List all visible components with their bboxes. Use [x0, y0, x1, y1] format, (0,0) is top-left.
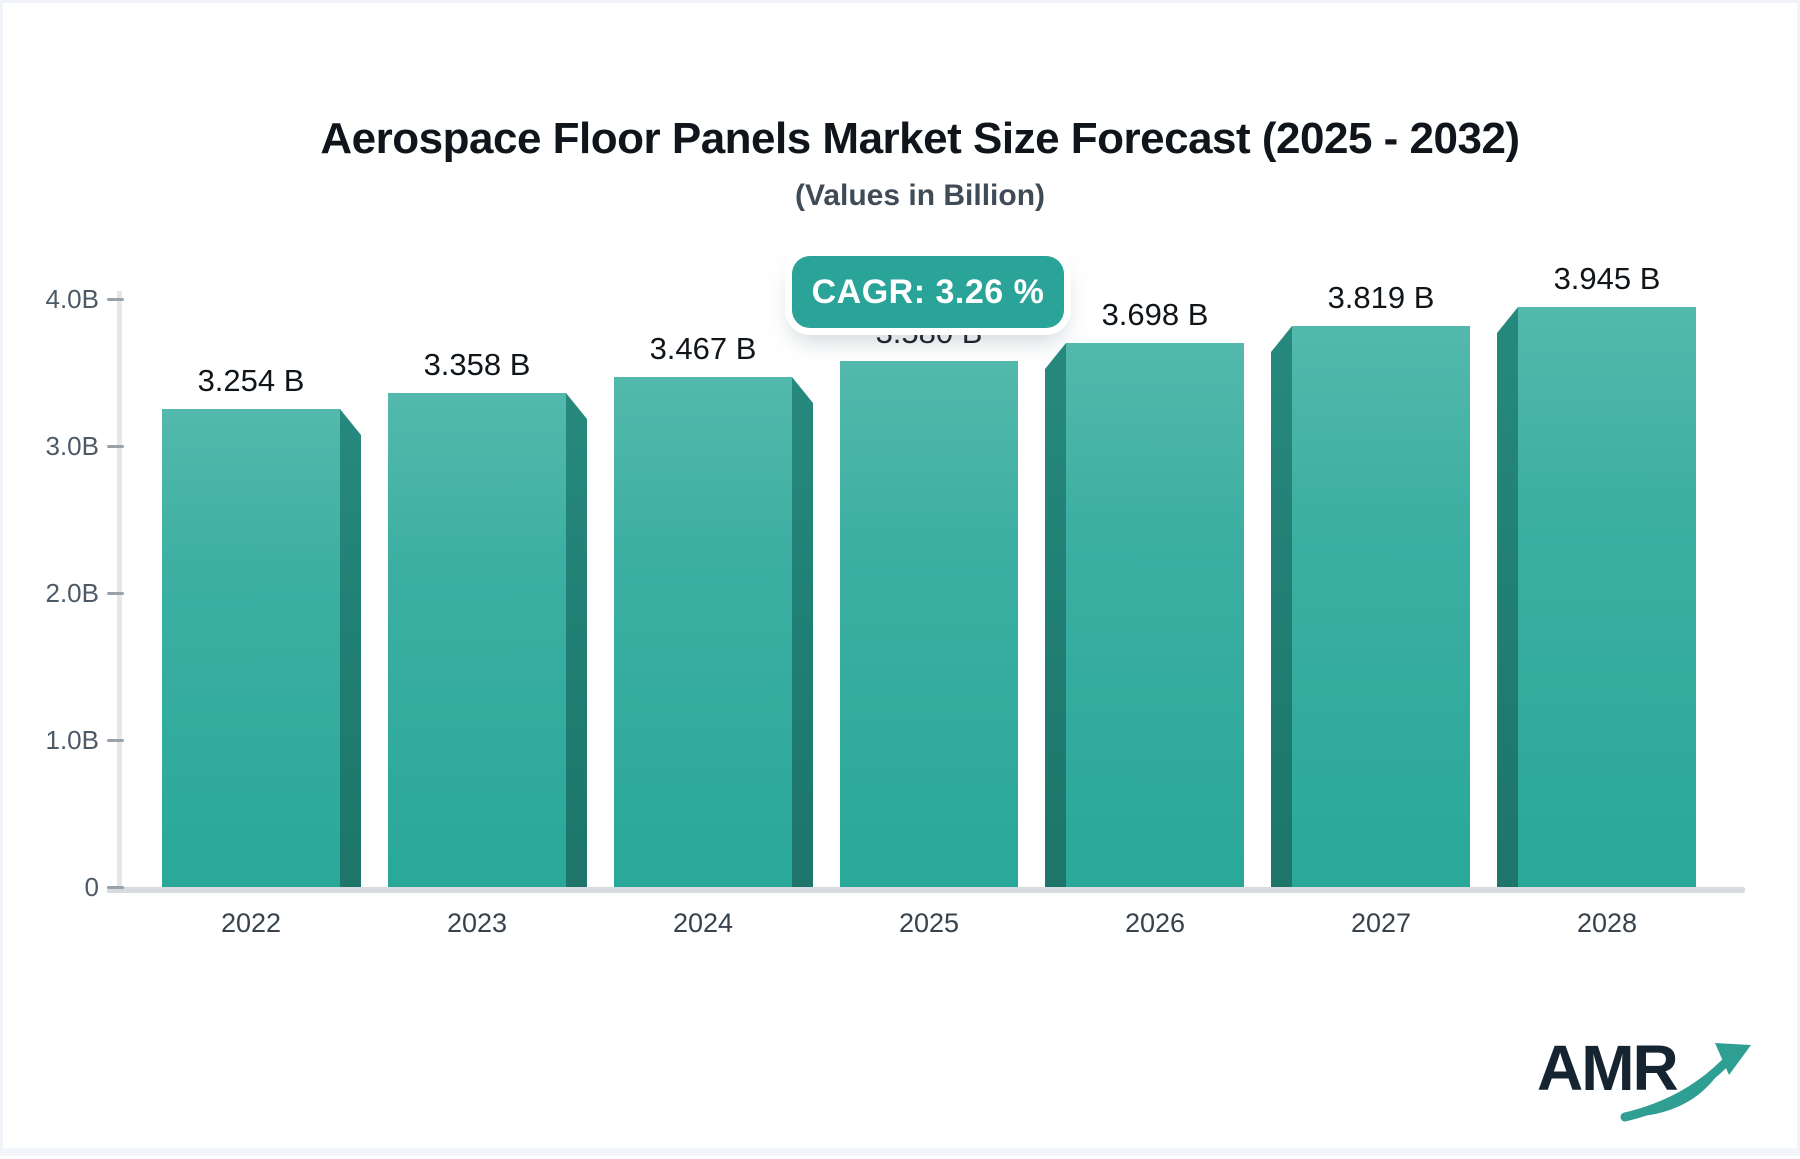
- bar-side-2026: [1045, 343, 1066, 887]
- y-tick-mark: [107, 445, 124, 448]
- chart-header: Aerospace Floor Panels Market Size Forec…: [60, 3, 1780, 213]
- x-axis-baseline: [107, 887, 1745, 893]
- bar-value-2024: 3.467 B: [649, 331, 757, 366]
- x-axis-label-2022: 2022: [220, 908, 282, 938]
- cagr-badge: CAGR: 3.26 %: [792, 256, 1064, 328]
- x-axis-label-2027: 2027: [1350, 908, 1412, 938]
- chart-subtitle: (Values in Billion): [794, 179, 1046, 212]
- bar-value-2027: 3.819 B: [1327, 280, 1435, 315]
- y-tick-mark: [107, 739, 124, 742]
- amr-logo-text: AMR: [1537, 1032, 1679, 1104]
- y-tick-label-2.0B: 2.0B: [45, 578, 100, 608]
- bar-2022[interactable]: [162, 409, 340, 887]
- bar-value-2023: 3.358 B: [423, 347, 531, 382]
- bar-side-2024: [792, 377, 813, 887]
- y-tick-mark: [107, 886, 124, 889]
- bar-2023[interactable]: [388, 393, 566, 887]
- y-tick-label-3.0B: 3.0B: [45, 431, 100, 461]
- bar-2025[interactable]: [840, 361, 1018, 887]
- x-axis-label-2023: 2023: [446, 908, 508, 938]
- bar-side-2027: [1271, 326, 1292, 887]
- y-tick-label-4.0B: 4.0B: [45, 284, 100, 314]
- x-axis-label-2024: 2024: [672, 908, 734, 938]
- chart-title: Aerospace Floor Panels Market Size Forec…: [320, 114, 1520, 163]
- bar-2024[interactable]: [614, 377, 792, 887]
- x-axis-label-2025: 2025: [898, 908, 960, 938]
- x-axis-label-2026: 2026: [1124, 908, 1186, 938]
- bar-2026[interactable]: [1066, 343, 1244, 887]
- growth-arrow-icon: [1620, 1043, 1751, 1122]
- bar-chart: 0 1.0B 2.0B 3.0B 4.0B 3.254 B 2022 3.358 B 2023 3…: [3, 3, 1800, 1159]
- y-tick-mark: [107, 592, 124, 595]
- y-tick-label-1.0B: 1.0B: [45, 725, 100, 755]
- bar-side-2028: [1497, 307, 1518, 887]
- bar-value-2022: 3.254 B: [197, 363, 305, 398]
- bar-side-2022: [340, 409, 361, 887]
- bar-2027[interactable]: [1292, 326, 1470, 887]
- y-tick-label-0: 0: [84, 872, 99, 902]
- amr-logo: AMR: [1531, 1025, 1761, 1125]
- x-axis-label-2028: 2028: [1576, 908, 1638, 938]
- bar-side-2023: [566, 393, 587, 887]
- bar-2028[interactable]: [1518, 307, 1696, 887]
- bar-value-2028: 3.945 B: [1553, 261, 1661, 296]
- y-tick-mark: [107, 298, 124, 301]
- bar-value-2026: 3.698 B: [1101, 297, 1209, 332]
